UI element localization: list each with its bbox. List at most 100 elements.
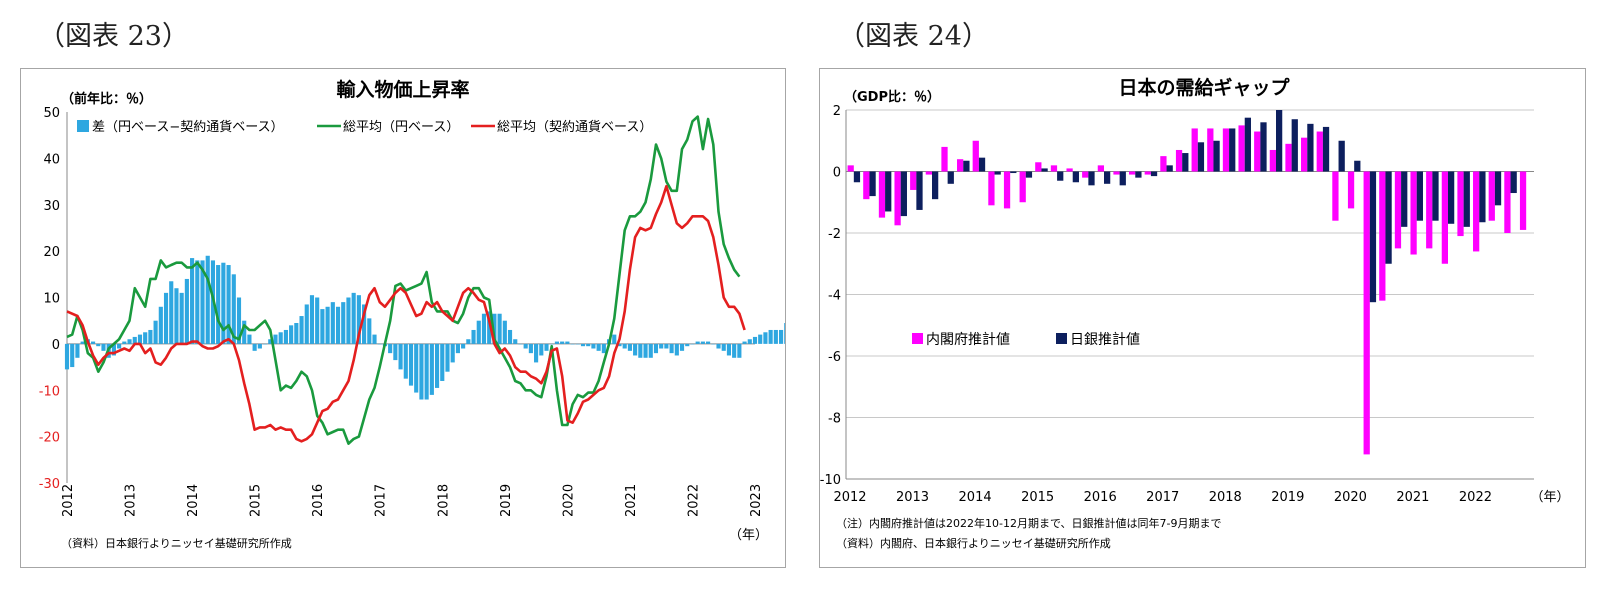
bar-cabinet-office: [1316, 131, 1323, 172]
bar-difference: [742, 341, 747, 344]
bar-difference: [700, 341, 705, 344]
x-tick-label: 2016: [311, 484, 326, 517]
bar-boj: [1057, 171, 1064, 181]
bar-difference: [221, 262, 226, 344]
bar-difference: [690, 343, 695, 345]
x-tick-label: 2014: [186, 484, 201, 517]
y-tick-label: -6: [828, 350, 841, 365]
bar-difference: [70, 343, 75, 368]
bar-difference: [190, 258, 195, 344]
x-tick-label: 2016: [1084, 490, 1117, 505]
bar-difference: [549, 343, 554, 345]
bar-difference: [461, 343, 466, 349]
legend-swatch-boj: [1056, 333, 1067, 344]
bar-boj: [1150, 171, 1158, 177]
bar-difference: [362, 304, 367, 344]
x-tick-label: 2022: [1459, 490, 1492, 505]
y-tick-label: 10: [43, 292, 60, 307]
bar-boj: [1463, 171, 1470, 227]
source-note: （資料）内閣府、日本銀行よりニッセイ基礎研究所作成: [836, 536, 1111, 550]
x-axis-label: （年）: [1530, 490, 1569, 505]
bar-difference: [502, 320, 507, 344]
bar-cabinet-office: [1238, 125, 1245, 172]
bar-difference: [685, 343, 690, 347]
bar-difference: [554, 341, 560, 344]
x-tick-label: 2020: [561, 484, 576, 517]
bar-difference: [601, 343, 606, 354]
chart-title: 輸入物価上昇率: [336, 78, 469, 101]
bar-difference: [669, 343, 674, 354]
bar-difference: [450, 343, 455, 363]
bar-boj: [1104, 171, 1111, 184]
bar-cabinet-office: [941, 146, 948, 172]
bar-difference: [544, 343, 549, 351]
bar-cabinet-office: [1191, 128, 1198, 172]
x-tick-label: 2015: [249, 484, 264, 517]
bar-difference: [565, 341, 570, 344]
bar-boj: [916, 171, 923, 210]
bar-difference: [784, 323, 789, 344]
bar-cabinet-office: [1254, 131, 1261, 172]
bar-difference: [679, 343, 685, 351]
line-yen-basis: [66, 115, 741, 445]
legend-swatch-difference: [77, 120, 89, 132]
bar-difference: [497, 313, 502, 344]
x-tick-label: 2022: [686, 484, 701, 517]
bar-boj: [1432, 171, 1439, 221]
bar-cabinet-office: [1144, 171, 1151, 175]
bar-boj: [900, 171, 907, 217]
source-note: （資料）日本銀行よりニッセイ基礎研究所作成: [61, 536, 292, 550]
bar-difference: [408, 343, 414, 386]
bar-cabinet-office: [1347, 171, 1355, 209]
bar-cabinet-office: [1222, 128, 1230, 172]
bar-difference: [315, 297, 320, 344]
bar-difference: [117, 343, 122, 349]
bar-difference: [216, 265, 221, 344]
bar-difference: [414, 343, 419, 393]
y-tick-label: 0: [833, 166, 841, 181]
bar-cabinet-office: [1379, 171, 1386, 301]
bar-difference: [523, 343, 528, 349]
bar-boj: [1354, 160, 1361, 172]
bar-difference: [356, 295, 361, 344]
bar-difference: [64, 343, 70, 370]
bar-difference: [747, 339, 752, 344]
bar-difference: [643, 343, 648, 358]
bar-difference: [633, 343, 638, 356]
y-tick-label: 20: [43, 245, 60, 260]
bar-difference: [80, 341, 85, 344]
legend-label-boj: 日銀推計値: [1070, 332, 1140, 348]
bar-boj: [1010, 171, 1017, 174]
bar-difference: [200, 260, 205, 344]
bar-cabinet-office: [1160, 156, 1167, 172]
bar-cabinet-office: [1363, 171, 1370, 455]
bar-difference: [768, 329, 773, 344]
x-tick-label: 2012: [833, 490, 866, 505]
bar-boj: [1448, 171, 1455, 224]
y-tick-label: 50: [43, 106, 60, 121]
bar-difference: [539, 343, 544, 356]
bar-difference: [351, 292, 356, 344]
bar-difference: [205, 255, 210, 344]
bar-difference: [726, 343, 732, 356]
bar-difference: [325, 306, 330, 344]
bar-boj: [932, 171, 939, 200]
x-tick-label: 2013: [124, 484, 139, 517]
bar-difference: [294, 323, 299, 344]
bar-cabinet-office: [1332, 171, 1339, 221]
bar-difference: [507, 329, 513, 344]
bar-boj: [1260, 122, 1267, 172]
y-tick-label: 40: [43, 152, 60, 167]
bar-difference: [169, 281, 174, 344]
y-tick-label: -30: [39, 477, 60, 492]
chart-output-gap: 日本の需給ギャップ （GDP比：％） -10 -8 -6 -4 -2 0 2 2012 2013 20…: [820, 76, 1570, 550]
x-tick-label: 2019: [1271, 490, 1304, 505]
bar-boj: [869, 171, 876, 197]
bar-difference: [534, 343, 539, 363]
bar-boj: [1025, 171, 1033, 178]
bar-difference: [289, 325, 294, 344]
chart-title: 日本の需給ギャップ: [1118, 76, 1290, 99]
bar-difference: [174, 288, 179, 344]
bar-cabinet-office: [1269, 149, 1276, 172]
bar-difference: [304, 304, 309, 344]
